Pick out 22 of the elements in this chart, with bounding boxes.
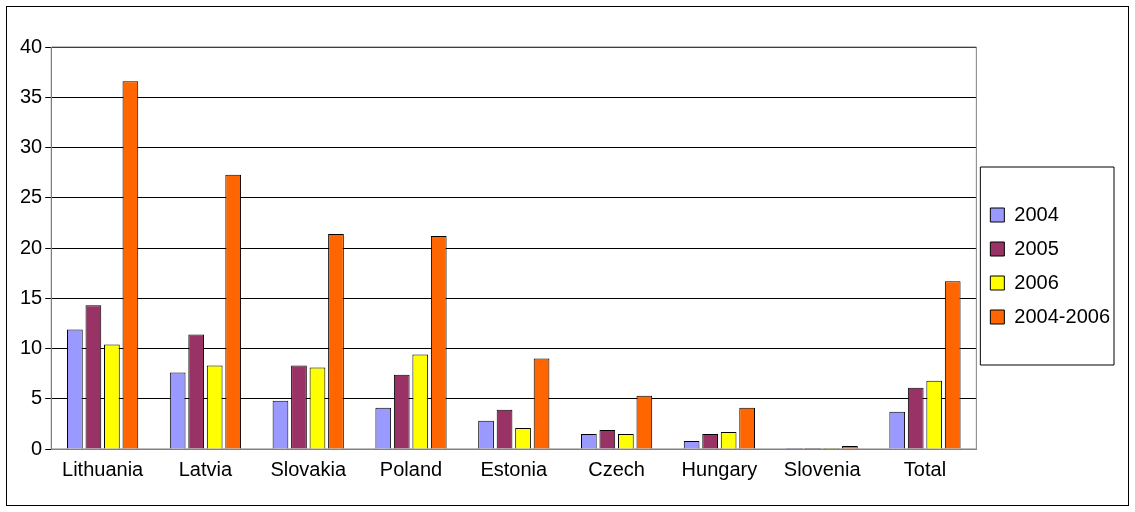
x-tick-label: Slovakia [270,457,347,480]
y-tick-label: 5 [31,386,43,409]
x-tick-label: Hungary [681,457,758,480]
y-tick-label: 0 [31,436,43,459]
x-tick-label: Czech [588,457,645,480]
x-tick-label: Estonia [480,457,549,480]
y-tick-label: 15 [20,285,43,308]
y-tick-label: 25 [20,185,43,208]
y-tick-label: 35 [20,84,43,107]
x-tick-label: Latvia [178,457,233,480]
legend-label: 2005 [1014,236,1059,259]
y-tick-label: 40 [20,34,43,57]
x-tick-label: Total [903,457,947,480]
legend-label: 2004-2006 [1014,304,1111,327]
y-tick-label: 10 [20,336,43,359]
y-tick-label: 20 [20,235,43,258]
x-tick-label: Slovenia [783,457,862,480]
legend-label: 2006 [1014,270,1059,293]
y-tick-label: 30 [20,135,43,158]
legend-label: 2004 [1014,202,1059,225]
x-tick-label: Poland [379,457,443,480]
x-tick-label: Lithuania [62,457,145,480]
